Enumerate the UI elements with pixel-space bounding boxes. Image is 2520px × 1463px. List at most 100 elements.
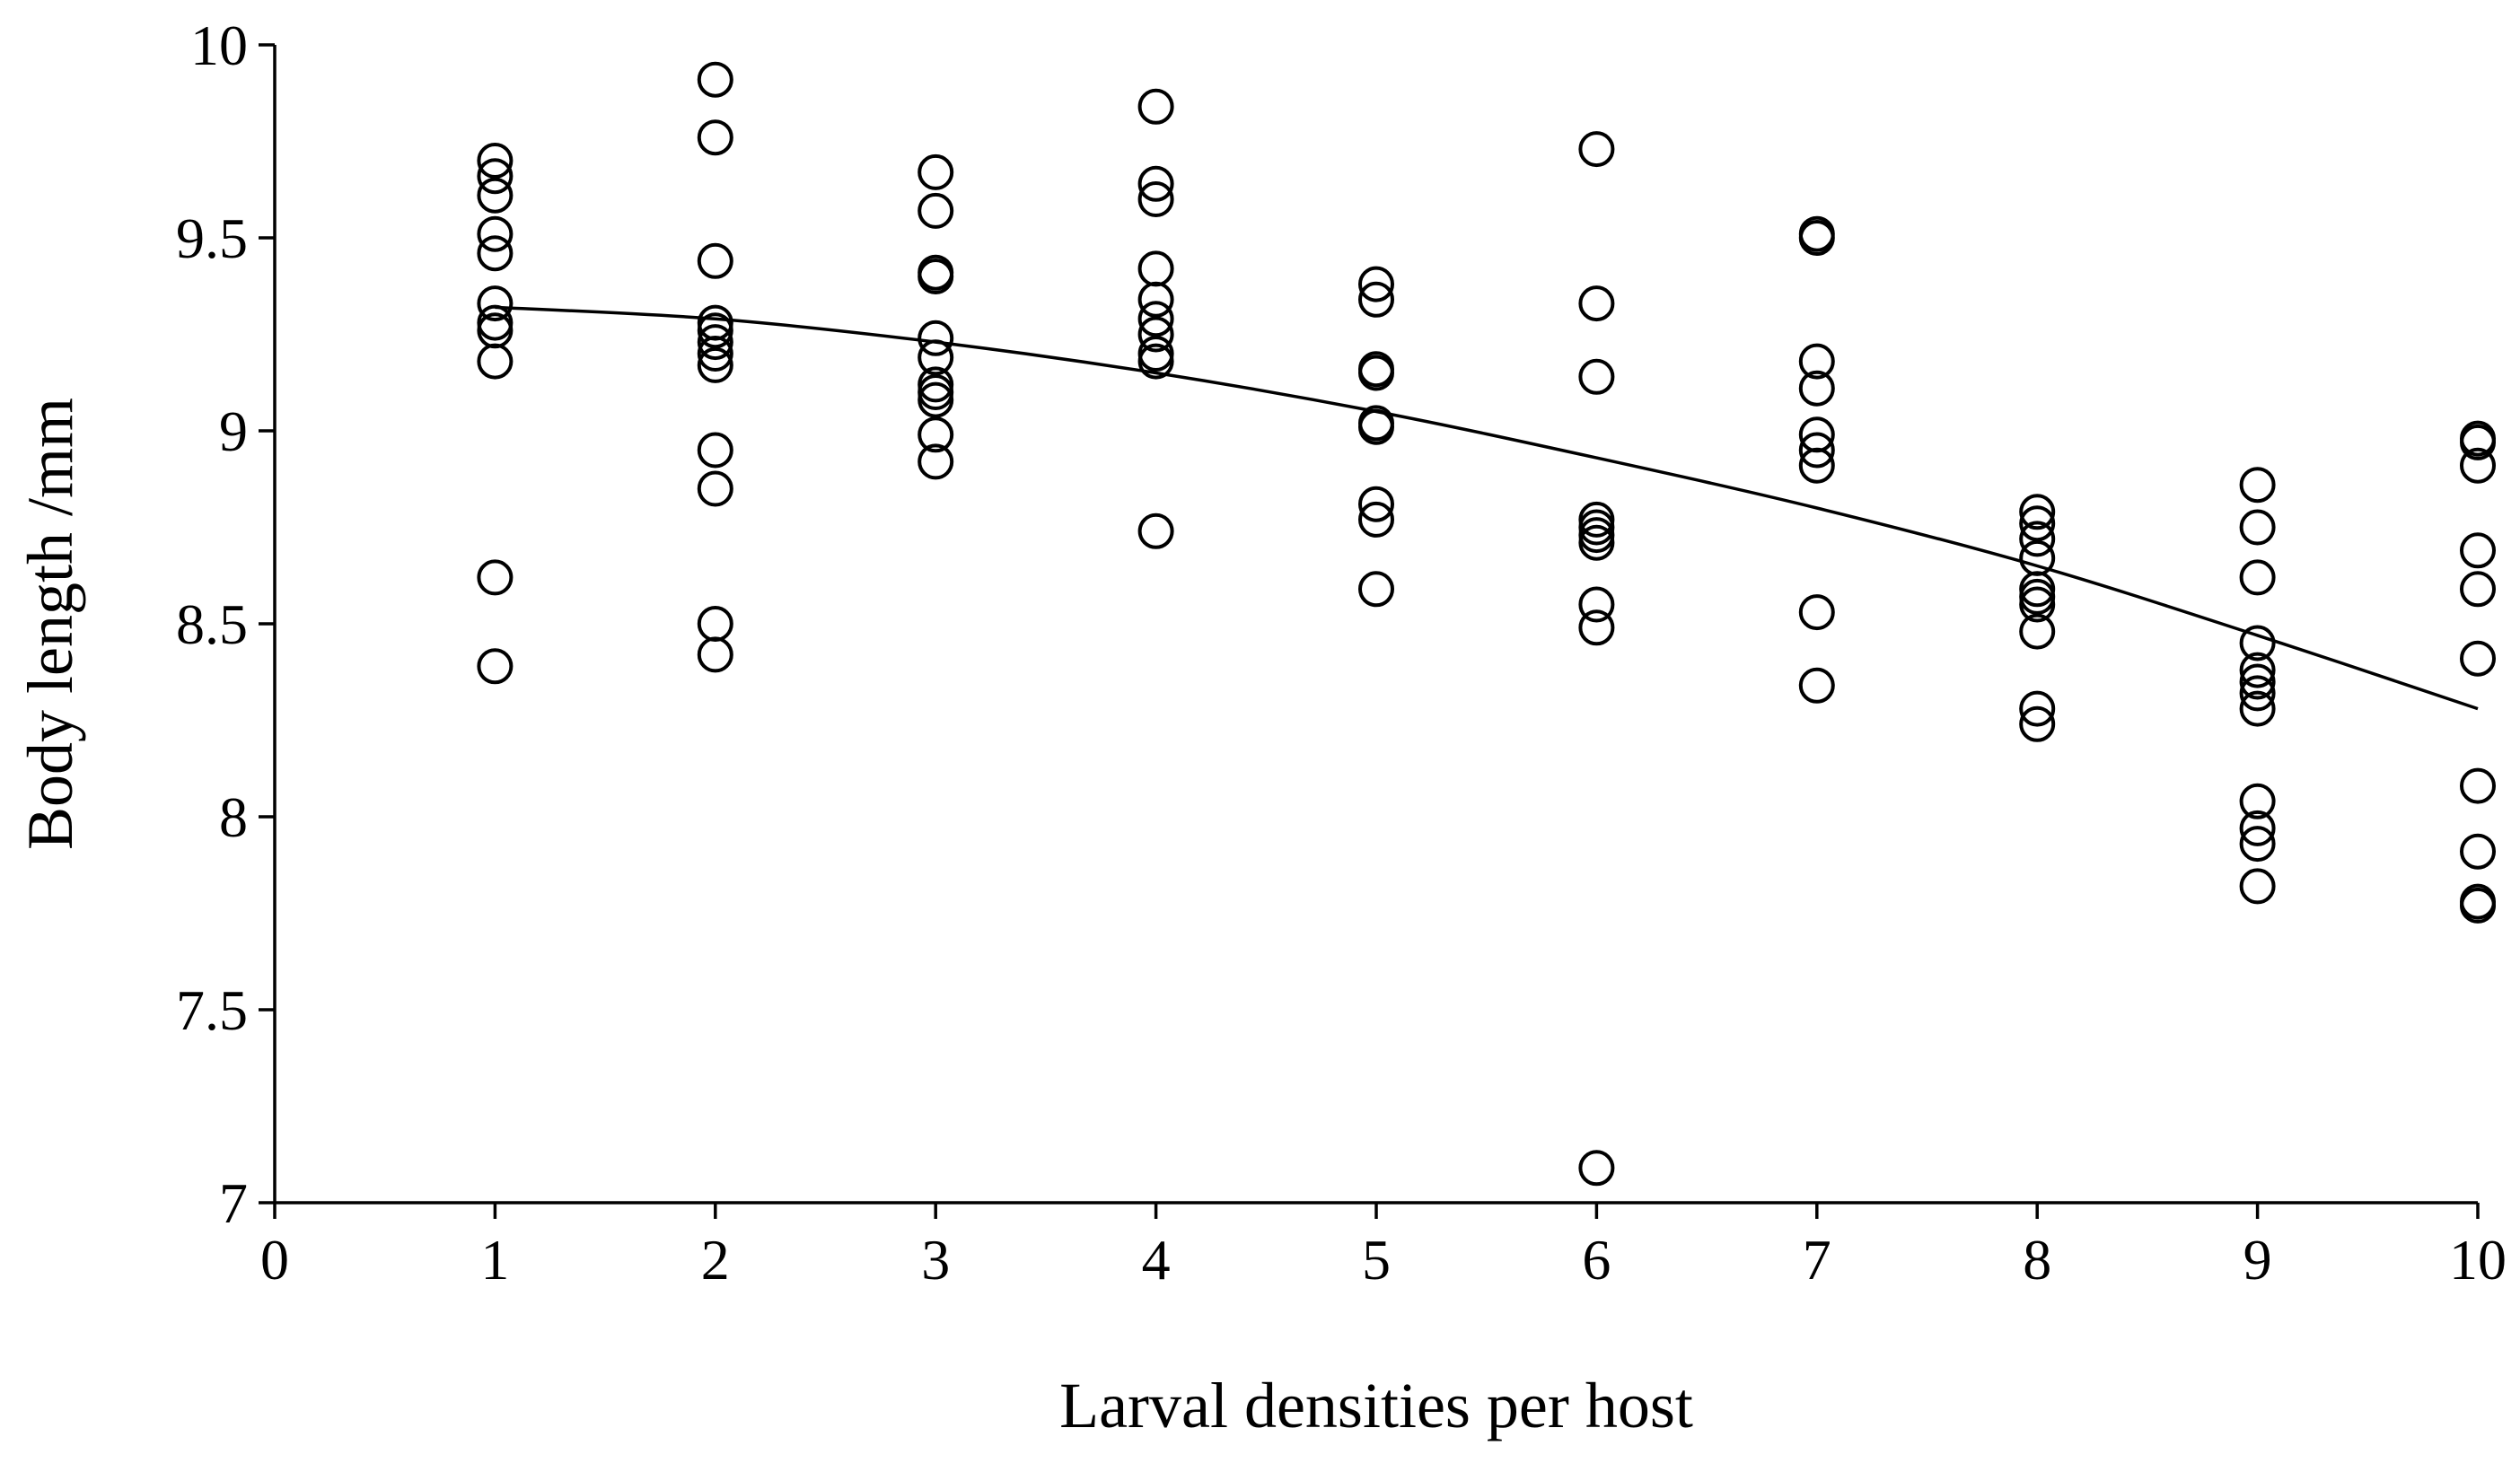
data-point: [1578, 1150, 1615, 1187]
data-point: [1358, 281, 1394, 318]
x-tick-label: 4: [1142, 1228, 1171, 1292]
data-point: [1798, 447, 1835, 484]
data-point: [697, 304, 733, 341]
data-point: [918, 381, 954, 418]
data-point: [1578, 358, 1615, 395]
data-point: [1798, 370, 1835, 407]
data-point: [1137, 250, 1174, 287]
data-point: [1358, 408, 1394, 445]
data-point: [2239, 810, 2276, 846]
data-point: [697, 324, 733, 361]
y-axis-title: Body length /mm: [14, 398, 86, 850]
data-point: [2239, 467, 2276, 504]
x-axis-ticks: 0 1 2 3 4 5 6 7 8 9 10: [260, 1203, 2507, 1292]
data-point: [2239, 826, 2276, 863]
data-point: [1137, 88, 1174, 125]
data-point: [1358, 486, 1394, 522]
data-point: [477, 177, 514, 214]
data-point: [2239, 559, 2276, 596]
data-point: [1798, 220, 1835, 256]
data-point: [2019, 705, 2056, 742]
y-tick-label: 7.5: [176, 978, 248, 1042]
data-point: [918, 374, 954, 410]
data-point: [2239, 675, 2276, 712]
data-point: [1137, 343, 1174, 380]
data-point: [697, 242, 733, 279]
data-point: [918, 258, 954, 294]
x-tick-label: 6: [1582, 1228, 1611, 1292]
data-point: [697, 346, 733, 383]
data-point: [697, 470, 733, 507]
data-point: [477, 143, 514, 179]
data-point: [697, 606, 733, 642]
data-point: [918, 320, 954, 356]
data-point: [2019, 494, 2056, 530]
data-point: [1137, 181, 1174, 217]
data-point: [2019, 613, 2056, 650]
y-tick-label: 7: [219, 1171, 248, 1235]
data-point: [477, 215, 514, 252]
data-point: [1358, 501, 1394, 538]
data-point: [1358, 571, 1394, 608]
data-point: [1137, 165, 1174, 202]
data-point: [918, 416, 954, 453]
data-point: [697, 636, 733, 673]
x-axis-title: Larval densities per host: [1059, 1370, 1693, 1441]
x-tick-label: 2: [701, 1228, 730, 1292]
data-point: [918, 153, 954, 190]
data-point: [2239, 783, 2276, 819]
data-point: [2460, 424, 2496, 460]
data-point: [918, 339, 954, 376]
data-point: [1358, 266, 1394, 302]
trend-line: [495, 305, 2479, 711]
y-tick-label: 8: [219, 785, 248, 849]
data-point: [477, 158, 514, 195]
data-point: [477, 343, 514, 380]
data-point: [1578, 524, 1615, 561]
data-point: [2019, 586, 2056, 623]
data-point: [1578, 609, 1615, 646]
data-point: [2460, 833, 2496, 870]
data-point: [918, 443, 954, 480]
y-tick-label: 8.5: [176, 592, 248, 656]
data-point: [1798, 594, 1835, 631]
x-tick-label: 7: [1803, 1228, 1831, 1292]
data-point: [2460, 571, 2496, 608]
data-point: [697, 119, 733, 156]
data-point: [1798, 667, 1835, 704]
y-axis-ticks: 7 7.5 8 8.5 9 9.5 10: [176, 13, 275, 1235]
y-tick-label: 10: [190, 13, 248, 77]
data-point: [1137, 316, 1174, 353]
data-point: [2019, 539, 2056, 576]
data-point: [1798, 343, 1835, 380]
data-point: [697, 432, 733, 469]
data-point: [2239, 690, 2276, 727]
data-point: [1578, 131, 1615, 168]
data-point: [477, 648, 514, 685]
data-point: [477, 559, 514, 596]
data-point: [477, 285, 514, 322]
data-point: [1137, 281, 1174, 318]
data-point: [918, 192, 954, 229]
data-point: [1578, 586, 1615, 623]
data-point: [2460, 447, 2496, 484]
x-tick-label: 3: [921, 1228, 950, 1292]
data-point: [2239, 868, 2276, 905]
data-point: [1358, 355, 1394, 391]
data-point: [1798, 432, 1835, 469]
data-point: [2019, 521, 2056, 557]
data-points: [477, 61, 2496, 1187]
data-point: [697, 61, 733, 98]
x-tick-label: 10: [2449, 1228, 2507, 1292]
data-point: [2019, 505, 2056, 542]
data-point: [1137, 512, 1174, 549]
x-tick-label: 9: [2243, 1228, 2272, 1292]
x-tick-label: 0: [260, 1228, 289, 1292]
data-point: [2460, 532, 2496, 569]
data-point: [2460, 767, 2496, 804]
data-point: [1137, 301, 1174, 337]
data-point: [2460, 887, 2496, 924]
data-point: [1578, 285, 1615, 322]
data-point: [1137, 336, 1174, 372]
